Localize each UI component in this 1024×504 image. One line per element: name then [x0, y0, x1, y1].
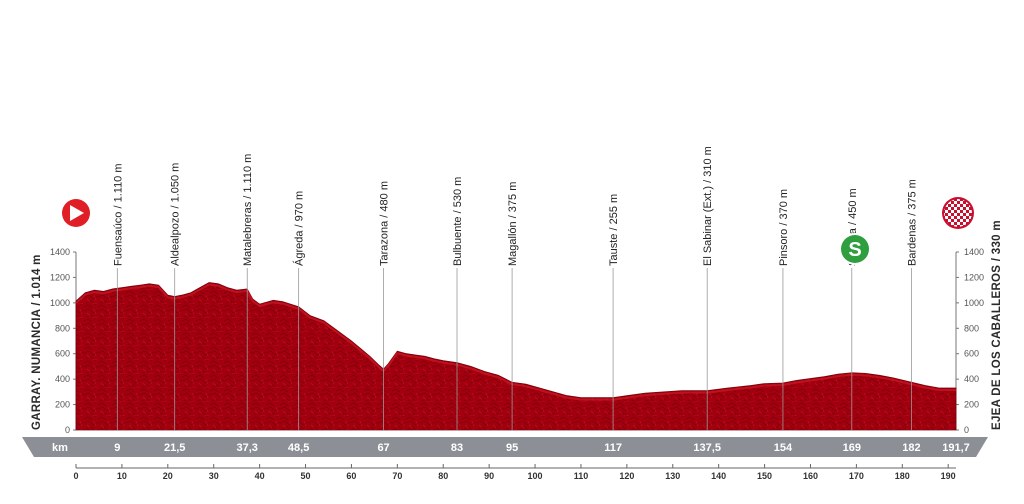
y-tick-label-right: 400 — [964, 374, 979, 384]
start-label: GARRAY. NUMANCIA / 1.014 m — [31, 254, 43, 430]
y-tick-label-left: 800 — [55, 323, 70, 333]
waypoint-km: 21,5 — [164, 442, 185, 454]
x-tick-label: 80 — [438, 471, 448, 481]
x-axis: 0 10 20 30 40 50 60 70 80 90 100 110 120 130 140 150 160… — [73, 464, 956, 481]
x-tick-label: 70 — [392, 471, 402, 481]
waypoint-markers: Fuensaúco / 1.110 m 9 Aldealpozo / 1.050 m… — [112, 146, 969, 454]
x-tick-label: 190 — [941, 471, 956, 481]
y-tick-label-right: 600 — [964, 349, 979, 359]
waypoint-km: 154 — [774, 442, 793, 454]
waypoint-label: Ágreda / 970 m — [293, 191, 306, 266]
y-tick-label-right: 200 — [964, 400, 979, 410]
waypoint-label: Magallón / 375 m — [507, 182, 519, 266]
y-tick-label-left: 600 — [55, 349, 70, 359]
x-tick-label: 0 — [73, 471, 78, 481]
waypoint-label: Pinsoro / 370 m — [778, 189, 790, 266]
y-tick-label-right: 800 — [964, 323, 979, 333]
y-tick-label-right: 0 — [964, 425, 969, 435]
waypoint-km: 9 — [114, 442, 120, 454]
km-band: km — [22, 437, 988, 457]
km-unit-label: km — [52, 442, 68, 454]
km-band-shape — [22, 437, 988, 457]
play-icon — [60, 197, 92, 229]
waypoint-label: Aldealpozo / 1.050 m — [170, 163, 182, 266]
x-tick-label: 10 — [117, 471, 127, 481]
waypoint-label: Tarazona / 480 m — [379, 181, 391, 266]
waypoint-label: Tauste / 255 m — [608, 194, 620, 266]
x-tick-label: 170 — [849, 471, 864, 481]
y-tick-label-left: 1200 — [50, 272, 70, 282]
y-tick-label-right: 1000 — [964, 298, 984, 308]
x-tick-label: 140 — [711, 471, 726, 481]
x-tick-label: 90 — [484, 471, 494, 481]
y-axis-left: 0 200 400 600 800 1000 1200 1400 — [50, 247, 77, 435]
x-tick-label: 160 — [803, 471, 818, 481]
y-tick-label-left: 1000 — [50, 298, 70, 308]
svg-text:S: S — [848, 239, 861, 261]
checkered-flag-icon — [942, 197, 974, 229]
waypoint-km: 83 — [451, 442, 463, 454]
x-tick-label: 60 — [346, 471, 356, 481]
y-tick-label-right: 1200 — [964, 272, 984, 282]
y-tick-label-left: 400 — [55, 374, 70, 384]
waypoint-km: 117 — [604, 442, 622, 454]
y-tick-label-left: 1400 — [50, 247, 70, 257]
waypoint-label: Matalebreras / 1.110 m — [242, 154, 254, 266]
waypoint-label: El Sabinar (Ext.) / 310 m — [702, 146, 714, 266]
y-axis-right: 0 200 400 600 800 1000 1200 1400 — [955, 247, 984, 435]
waypoint-km: 191,7 — [942, 442, 970, 454]
waypoint-label: Bulbuente / 530 m — [452, 177, 464, 266]
y-tick-label-right: 1400 — [964, 247, 984, 257]
x-tick-label: 180 — [895, 471, 910, 481]
x-tick-label: 130 — [665, 471, 680, 481]
sprint-icon: S — [839, 233, 871, 265]
y-tick-label-left: 0 — [65, 425, 70, 435]
waypoint-km: 95 — [506, 442, 518, 454]
elevation-ridge — [75, 283, 956, 401]
waypoint-km: 137,5 — [693, 442, 721, 454]
waypoint-label: Bardenas / 375 m — [907, 179, 919, 266]
x-tick-label: 110 — [574, 471, 589, 481]
x-tick-label: 150 — [757, 471, 772, 481]
waypoint-km: 182 — [902, 442, 920, 454]
x-tick-label: 30 — [209, 471, 219, 481]
x-tick-label: 100 — [528, 471, 543, 481]
x-tick-label: 40 — [255, 471, 265, 481]
elevation-area — [75, 282, 957, 431]
finish-label: EJEA DE LOS CABALLEROS / 330 m — [991, 220, 1003, 430]
waypoint-km: 67 — [377, 442, 389, 454]
waypoint-km: 169 — [843, 442, 861, 454]
x-tick-label: 20 — [163, 471, 173, 481]
waypoint-km: 48,5 — [288, 442, 309, 454]
y-tick-label-left: 200 — [55, 400, 70, 410]
x-tick-label: 120 — [619, 471, 634, 481]
waypoint-label: Fuensaúco / 1.110 m — [112, 163, 124, 266]
elevation-area-path — [75, 282, 957, 431]
waypoint-km: 37,3 — [237, 442, 258, 454]
x-tick-label: 50 — [301, 471, 311, 481]
